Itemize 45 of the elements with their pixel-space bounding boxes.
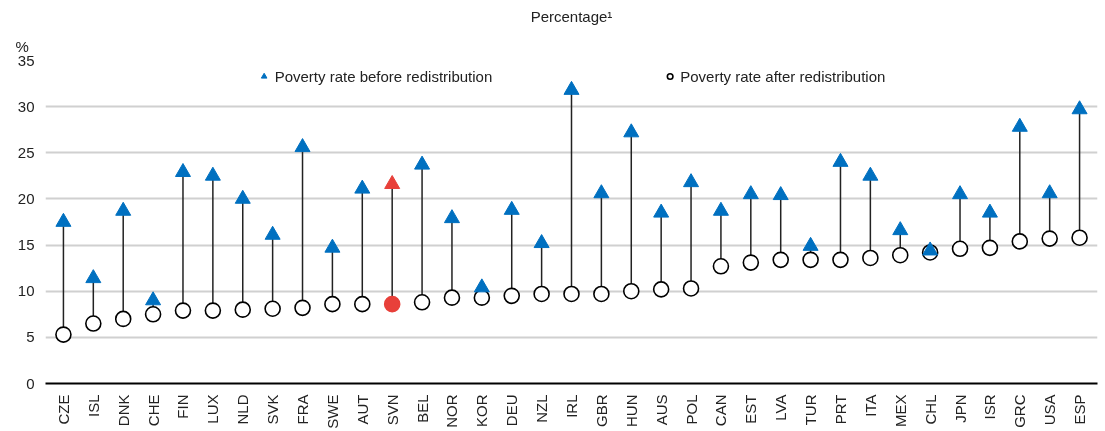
x-tick-label: LUX: [204, 394, 222, 424]
x-tick-label: GRC: [1011, 394, 1029, 428]
x-tick-label: ISR: [981, 394, 999, 420]
y-tick-label: 20: [17, 189, 35, 207]
y-tick-label: 25: [17, 143, 35, 161]
x-tick-label: POL: [682, 394, 700, 425]
x-tick-label: USA: [1041, 394, 1059, 426]
x-tick-label: MEX: [891, 394, 909, 427]
x-tick-label: CHE: [144, 394, 162, 427]
x-tick-label: HUN: [622, 394, 640, 427]
x-tick-label: AUS: [652, 394, 670, 426]
x-tick-label: SVN: [383, 394, 401, 426]
x-tick-label: CZE: [54, 394, 72, 425]
x-tick-label: FIN: [174, 394, 192, 419]
x-tick-label: NOR: [443, 394, 461, 428]
x-tick-label: PRT: [831, 394, 849, 425]
legend-label: Poverty rate before redistribution: [274, 67, 493, 85]
x-tick-label: CHL: [921, 394, 939, 425]
x-tick-label: ITA: [861, 394, 879, 417]
y-tick-label: 10: [17, 282, 35, 300]
x-tick-label: NLD: [234, 394, 252, 425]
y-tick-label: 15: [17, 236, 35, 254]
y-tick-label: 0: [26, 374, 35, 392]
x-tick-label: EST: [742, 394, 760, 424]
x-tick-label: DNK: [114, 394, 132, 427]
x-tick-label: JPN: [951, 394, 969, 423]
x-tick-label: CAN: [712, 394, 730, 427]
y-tick-label: 5: [26, 328, 35, 346]
x-tick-label: SVK: [264, 394, 282, 425]
x-tick-label: SWE: [323, 394, 341, 429]
chart-title: Percentage¹: [530, 7, 613, 25]
x-tick-label: IRL: [563, 394, 580, 418]
x-tick-label: ISL: [84, 394, 102, 418]
legend-label: Poverty rate after redistribution: [680, 67, 886, 85]
x-tick-label: ESP: [1071, 394, 1089, 425]
x-tick-label: BEL: [413, 394, 431, 423]
x-tick-label: AUT: [353, 394, 371, 425]
x-tick-label: KOR: [473, 394, 491, 427]
x-tick-label: GBR: [592, 394, 610, 427]
x-tick-label: DEU: [503, 394, 521, 427]
x-tick-label: TUR: [802, 394, 820, 426]
x-tick-label: LVA: [772, 394, 790, 421]
y-tick-label: 30: [17, 97, 35, 115]
x-tick-label: FRA: [294, 394, 312, 425]
x-tick-label: NZL: [533, 394, 551, 423]
